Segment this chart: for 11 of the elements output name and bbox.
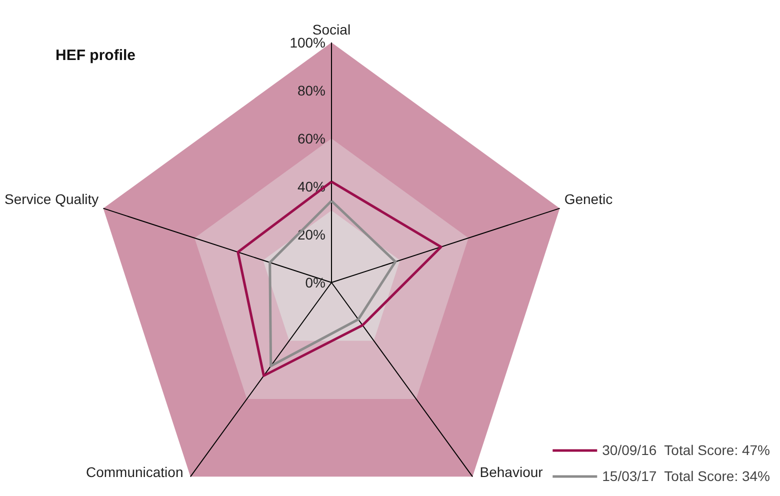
- y-tick-label: 80%: [297, 82, 326, 98]
- spoke-label: Communication: [86, 464, 184, 480]
- spoke-label: Behaviour: [480, 464, 544, 480]
- y-tick-label: 60%: [297, 130, 326, 146]
- legend-label: 15/03/17 Total Score: 34%: [602, 468, 770, 484]
- legend-label: 30/09/16 Total Score: 47%: [602, 442, 770, 458]
- text: HEF profile: [56, 47, 136, 64]
- spoke-label: Genetic: [564, 190, 613, 207]
- spoke-label: Service Quality: [4, 190, 99, 207]
- y-tick-label: 20%: [297, 226, 326, 242]
- y-tick-label: 0%: [305, 274, 326, 290]
